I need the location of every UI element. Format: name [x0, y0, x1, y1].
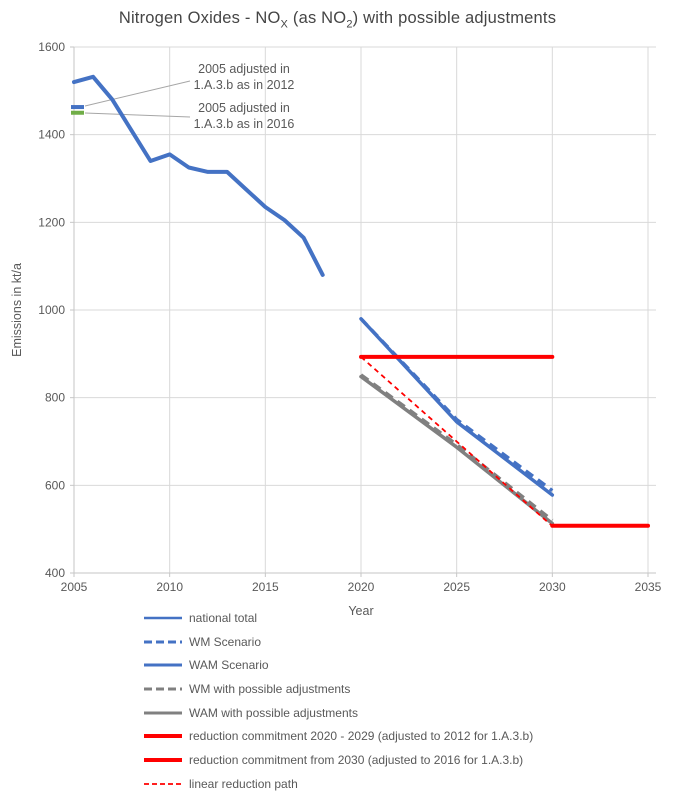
series-linear-reduction-path	[360, 356, 553, 527]
legend-label: reduction commitment 2020 - 2029 (adjust…	[189, 729, 534, 744]
legend-item: WM with possible adjustments	[144, 677, 684, 701]
legend-item: linear reduction path	[144, 772, 684, 796]
series-national-total	[72, 74, 325, 277]
legend-item: WAM with possible adjustments	[144, 701, 684, 725]
x-tick-label-2010: 2010	[156, 580, 183, 594]
legend-item: WAM Scenario	[144, 653, 684, 677]
legend-swatch-line	[144, 687, 182, 691]
y-tick-label-400: 400	[45, 566, 65, 580]
series-wam-with-possible-adjustments	[359, 374, 555, 526]
annotation-line: 2005 adjusted in	[198, 62, 290, 76]
legend-swatch-line	[144, 616, 182, 620]
legend-label: reduction commitment from 2030 (adjusted…	[189, 752, 524, 767]
legend-swatch-line	[144, 734, 182, 739]
legend-swatch-line	[144, 711, 182, 715]
y-tick-label-800: 800	[45, 391, 65, 405]
legend: national total WM Scenario WAM Scenario WM …	[144, 606, 684, 796]
series-wam-scenario	[359, 317, 555, 497]
y-tick-label-600: 600	[45, 478, 65, 492]
legend-label: linear reduction path	[189, 776, 298, 791]
y-tick-label-1200: 1200	[38, 215, 65, 229]
legend-swatch-line	[144, 663, 182, 667]
legend-swatch-line	[144, 640, 182, 644]
series-wm-with-possible-adjustments	[359, 373, 554, 522]
legend-label: WAM Scenario	[189, 658, 269, 673]
title-subscript-x: X	[280, 18, 289, 31]
x-tick-label-2030: 2030	[539, 580, 566, 594]
y-tick-label-1600: 1600	[38, 40, 65, 54]
x-tick-label-2020: 2020	[348, 580, 375, 594]
marker-adjusted-2012	[71, 105, 84, 110]
legend-label: WAM with possible adjustments	[189, 705, 358, 720]
annotation-line: 2005 adjusted in	[198, 101, 290, 115]
legend-swatch-line	[144, 782, 182, 785]
annotation-line: 1.A.3.b as in 2012	[193, 78, 295, 92]
x-tick-label-2035: 2035	[635, 580, 662, 594]
legend-item: reduction commitment 2020 - 2029 (adjust…	[144, 724, 684, 748]
plot-area: 400 600 800 1000 1200 1400 1600 2005 2010 2015 202…	[38, 40, 662, 594]
y-tick-label-1400: 1400	[38, 128, 65, 142]
x-tick-label-2005: 2005	[61, 580, 88, 594]
legend-label: WM Scenario	[189, 634, 262, 649]
x-tick-label-2015: 2015	[252, 580, 279, 594]
annotation-2005-adjusted-2012: 2005 adjusted in 1.A.3.b as in 2012	[192, 61, 296, 93]
legend-label: WM with possible adjustments	[189, 681, 351, 696]
legend-label: national total	[189, 610, 258, 625]
leader-line-adjusted-2016	[84, 112, 191, 118]
leader-line-adjusted-2012	[84, 80, 191, 107]
chart-title: Nitrogen Oxides - NOX (as NO2) with poss…	[0, 9, 675, 30]
marker-adjusted-2016	[71, 110, 84, 115]
legend-item: reduction commitment from 2030 (adjusted…	[144, 748, 684, 772]
title-text: ) with possible adjustments	[352, 9, 557, 27]
y-tick-label-1000: 1000	[38, 303, 65, 317]
legend-swatch-line	[144, 757, 182, 762]
x-tick-label-2025: 2025	[443, 580, 470, 594]
legend-item: national total	[144, 606, 684, 630]
annotation-2005-adjusted-2016: 2005 adjusted in 1.A.3.b as in 2016	[192, 100, 296, 132]
y-axis-title: Emissions in kt/a	[10, 263, 24, 357]
annotation-line: 1.A.3.b as in 2016	[193, 117, 295, 131]
legend-item: WM Scenario	[144, 630, 684, 654]
x-axis-title: Year	[348, 604, 374, 618]
title-text: Nitrogen Oxides - NO	[118, 9, 281, 27]
title-text: (as NO	[288, 9, 347, 27]
title-subscript-2: 2	[346, 18, 353, 31]
